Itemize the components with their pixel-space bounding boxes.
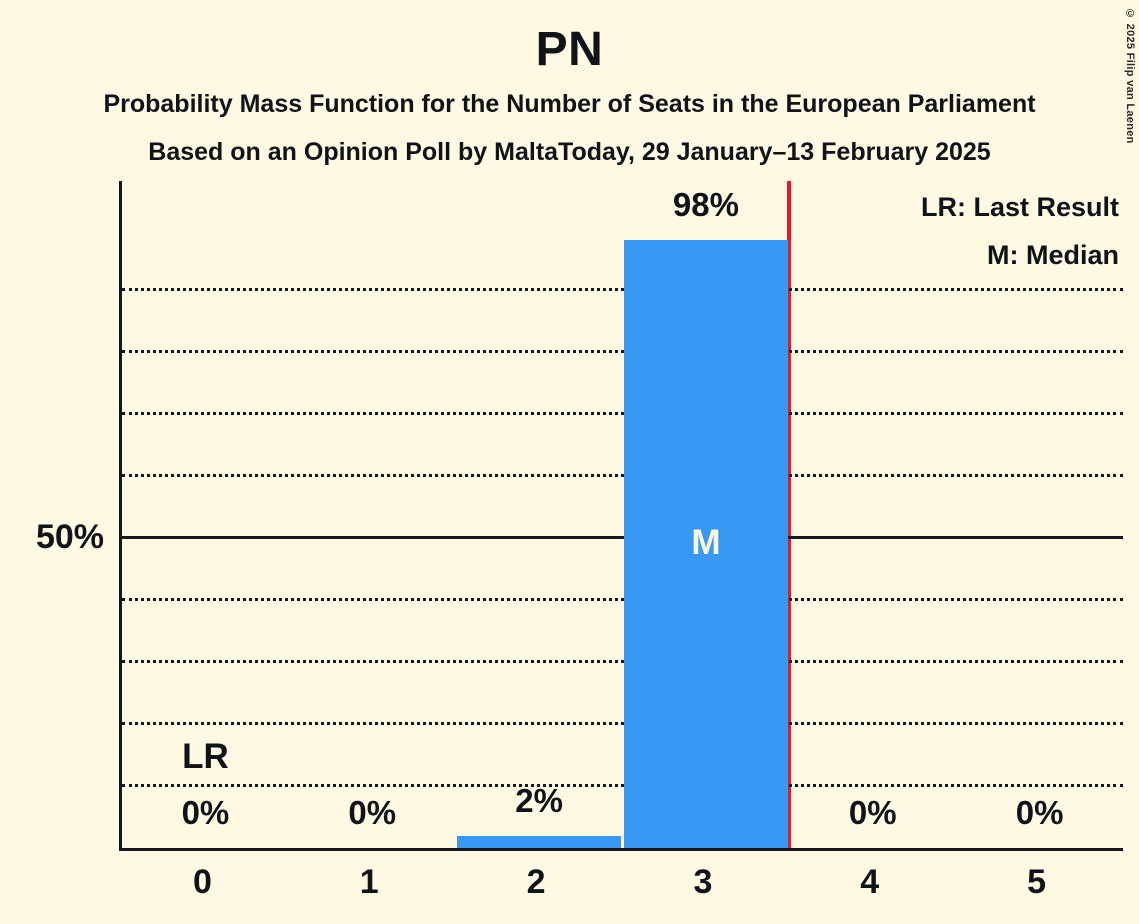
gridline-30-percent bbox=[122, 660, 1123, 663]
gridline-70-percent bbox=[122, 412, 1123, 415]
bar-value-label-seats-0: 0% bbox=[181, 794, 230, 831]
plot-area: 0% 0% 2% 98% 0% 0% LR M bbox=[119, 181, 1123, 851]
bar-value-label-seats-3: 98% bbox=[672, 186, 739, 224]
majority-threshold-line bbox=[787, 181, 792, 848]
x-tick-label-5: 5 bbox=[1027, 863, 1047, 901]
x-tick-label-3: 3 bbox=[693, 863, 713, 901]
x-tick-label-4: 4 bbox=[860, 863, 880, 901]
gridline-80-percent bbox=[122, 350, 1123, 353]
last-result-marker: LR bbox=[182, 737, 229, 776]
gridline-50-percent bbox=[122, 536, 1123, 539]
copyright-notice: © 2025 Filip van Laenen bbox=[1124, 8, 1136, 144]
bar-value-label-seats-1: 0% bbox=[348, 794, 397, 831]
chart-source-subtitle: Based on an Opinion Poll by MaltaToday, … bbox=[148, 138, 991, 166]
bar-seats-3 bbox=[624, 240, 788, 848]
legend-median: M: Median bbox=[987, 240, 1119, 270]
legend: LR: Last Result M: Median bbox=[921, 183, 1119, 279]
bar-value-label-seats-5: 0% bbox=[1015, 794, 1064, 831]
gridline-20-percent bbox=[122, 722, 1123, 725]
bar-value-label-seats-2: 2% bbox=[515, 781, 563, 819]
gridline-40-percent bbox=[122, 598, 1123, 601]
legend-last-result: LR: Last Result bbox=[920, 192, 1119, 222]
median-marker: M bbox=[691, 523, 721, 563]
x-tick-label-2: 2 bbox=[526, 863, 546, 901]
bar-value-label-seats-4: 0% bbox=[848, 794, 897, 831]
x-tick-label-1: 1 bbox=[359, 863, 379, 901]
gridline-60-percent bbox=[122, 474, 1123, 477]
chart-subtitle: Probability Mass Function for the Number… bbox=[103, 90, 1036, 118]
chart-title: PN bbox=[535, 23, 604, 76]
bar-seats-2 bbox=[457, 835, 621, 848]
gridline-10-percent bbox=[122, 784, 1123, 787]
y-tick-label: 50% bbox=[35, 518, 104, 556]
x-tick-label-0: 0 bbox=[192, 863, 212, 901]
gridline-90-percent bbox=[122, 288, 1123, 291]
